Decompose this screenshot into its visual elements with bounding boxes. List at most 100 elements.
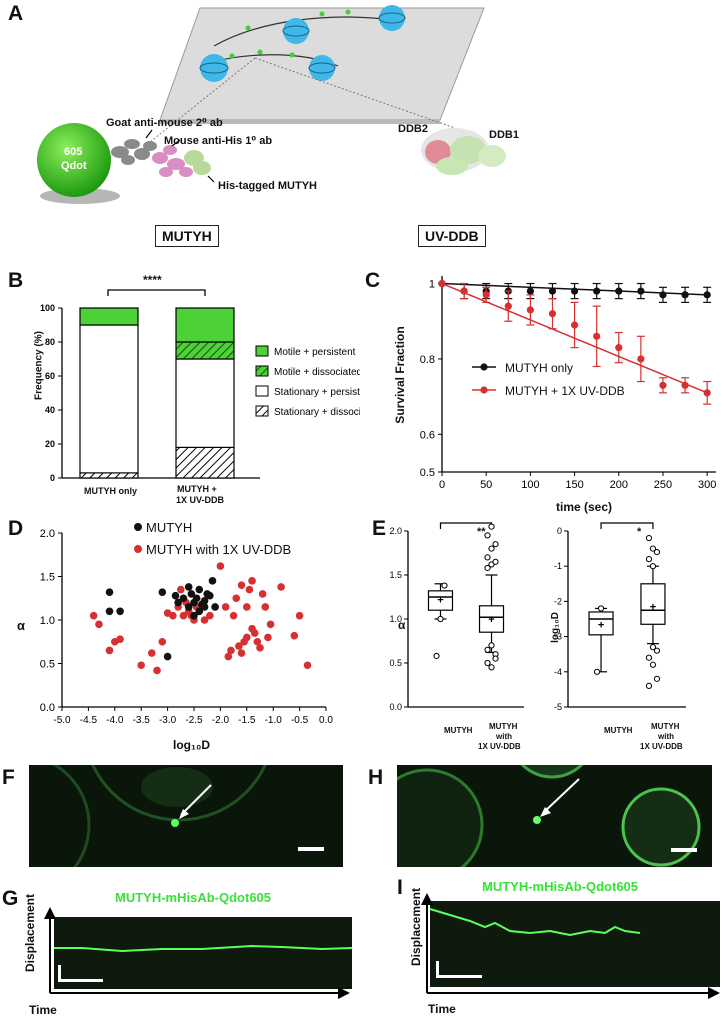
panel-b-category-2a: MUTYH + <box>177 484 217 494</box>
y-tick-label: 0 <box>557 526 562 536</box>
panel-e-right-cat1: MUTYH <box>604 726 633 735</box>
y-tick-label: 0.0 <box>389 702 402 712</box>
panel-g-xlabel: Time <box>29 1003 57 1017</box>
scatter-point <box>266 620 275 629</box>
y-tick-label: 40 <box>45 405 55 415</box>
data-point <box>637 355 645 363</box>
qdot-dots <box>229 9 351 59</box>
scatter-point <box>105 588 114 596</box>
outlier-point <box>441 582 448 589</box>
zoom-line <box>149 57 256 143</box>
legend-swatch <box>255 385 269 397</box>
silica-bead <box>199 54 229 82</box>
significance-bracket <box>600 522 654 529</box>
panel-c-xlabel: time (sec) <box>556 500 613 514</box>
scatter-point <box>169 611 177 620</box>
scatter-point <box>195 607 204 616</box>
x-tick-label: -5.0 <box>53 715 71 726</box>
y-tick-label: 0 <box>50 473 55 483</box>
ddb2-label: DDB2 <box>398 123 428 135</box>
legend-swatch <box>255 405 269 417</box>
bar-segment <box>175 446 235 479</box>
data-point <box>659 381 667 389</box>
outlier-point <box>484 532 491 539</box>
legend-label: Stationary + persistent <box>274 387 360 398</box>
panel-b-significance: **** <box>143 273 162 287</box>
zoom-line <box>254 57 456 129</box>
y-tick-label: 1.0 <box>389 614 402 624</box>
panel-letter-c: C <box>365 269 381 292</box>
panel-i-title: MUTYH-mHisAb-Qdot605 <box>482 879 639 894</box>
data-point <box>438 279 446 288</box>
scatter-point <box>179 611 188 620</box>
scatter-point <box>163 652 172 661</box>
scale-bar-v <box>58 965 61 982</box>
panel-d-chart: 0.00.51.01.52.0-5.0 -4.5 -4.0 -3.5 -3.0 -2.5-… <box>40 523 333 726</box>
box <box>588 611 614 636</box>
outlier-point <box>488 642 495 649</box>
panel-f-micrograph <box>29 765 343 867</box>
scatter-point <box>206 591 214 600</box>
x-tick-label: -2.0 <box>212 715 230 726</box>
x-tick-label: -4.0 <box>106 715 124 726</box>
data-point <box>681 291 689 299</box>
qdot-spot <box>171 819 179 827</box>
scatter-point <box>248 577 256 585</box>
outlier-point <box>649 644 657 651</box>
data-point <box>593 287 601 295</box>
scatter-point <box>116 635 124 643</box>
box <box>427 590 454 611</box>
data-point <box>526 287 534 295</box>
arrow <box>171 139 181 147</box>
mouse-antibody <box>152 145 193 177</box>
panel-letter-e: E <box>372 517 387 540</box>
outlier-point <box>653 675 661 682</box>
uvddb-box-label: UV-DDB <box>418 225 486 247</box>
scatter-point <box>174 598 182 607</box>
panel-e-left-cat2b: with <box>496 732 512 741</box>
outlier-point <box>645 654 653 661</box>
data-point <box>659 291 667 299</box>
y-tick-label: -5 <box>554 702 562 712</box>
scatter-point <box>187 590 196 598</box>
panel-e-plot: 0.0 0.5 1.0 1.5 2.0 + + -5 -4 -3 -2 -1 0 + + <box>389 522 686 712</box>
panel-d-legend-black: MUTYH <box>146 520 193 535</box>
data-point <box>703 291 711 299</box>
y-tick-label: 0.6 <box>420 429 435 441</box>
mutyh-box-label: MUTYH <box>155 225 219 247</box>
bar-segment <box>79 307 139 326</box>
scatter-point <box>190 611 198 620</box>
scale-bar <box>671 848 697 852</box>
data-point <box>681 381 689 389</box>
outlier-point <box>649 661 657 668</box>
y-tick-label: 60 <box>45 371 55 381</box>
scatter-point <box>224 652 233 661</box>
outlier-point <box>437 615 444 623</box>
scatter-point <box>303 661 312 670</box>
ddb1-label: DDB1 <box>489 129 519 141</box>
legend-marker <box>480 386 488 394</box>
his-tagged-label: His-tagged MUTYH <box>218 180 317 192</box>
data-point <box>548 310 557 318</box>
scatter-point <box>153 666 161 675</box>
y-tick-label: 1.5 <box>389 570 402 580</box>
panel-letter-a: A <box>8 2 24 25</box>
panel-e-left-cat2c: 1X UV-DDB <box>478 742 521 751</box>
legend-label: Motile + persistent <box>274 347 356 358</box>
scatter-point <box>200 597 209 605</box>
panel-e-chart: 0.0 0.5 1.0 1.5 2.0 + + -5 -4 -3 -2 -1 0 + + <box>389 522 686 712</box>
data-point <box>504 302 512 310</box>
outlier-point <box>492 541 499 548</box>
panel-b-bars <box>79 307 235 479</box>
legend-marker-red <box>134 545 142 553</box>
x-tick-label: -1.5 <box>238 715 256 726</box>
scatter-point <box>237 581 246 589</box>
panel-letter-i: I <box>397 876 403 899</box>
scatter-point <box>89 611 98 620</box>
scatter-point <box>290 631 299 640</box>
panel-letter-h: H <box>368 766 384 789</box>
bar-segment <box>79 472 139 479</box>
outlier-point <box>649 563 657 570</box>
outlier-point <box>484 564 491 572</box>
